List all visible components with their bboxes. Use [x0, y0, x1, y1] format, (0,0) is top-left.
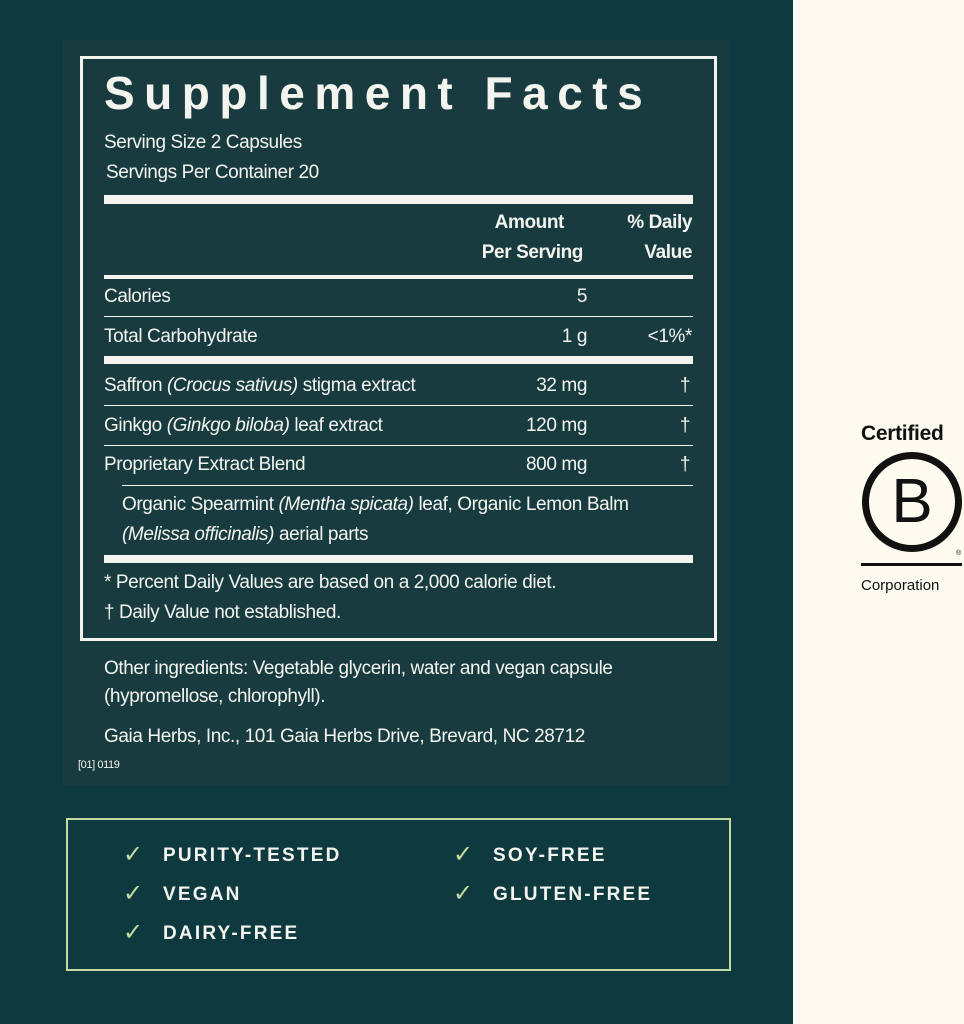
row-amount: 5 [576, 286, 588, 307]
claim: PURITY-TESTED [163, 845, 342, 866]
divider-thick [104, 356, 693, 364]
header-per-serving: Per Serving [481, 242, 584, 263]
other-ingredients: Other ingredients: Vegetable glycerin, w… [104, 658, 613, 679]
divider [104, 316, 693, 317]
divider-thick [104, 195, 693, 204]
text: leaf extract [289, 415, 383, 436]
check-icon: ✓ [123, 841, 144, 868]
check-icon: ✓ [123, 880, 144, 907]
row-amount: 32 mg [536, 375, 587, 396]
footnote: * Percent Daily Values are based on a 2,… [104, 572, 557, 593]
address: Gaia Herbs, Inc., 101 Gaia Herbs Drive, … [104, 726, 585, 747]
check-icon: ✓ [123, 919, 144, 946]
claim: DAIRY-FREE [163, 923, 300, 944]
row-dv: † [679, 375, 691, 396]
check-icon: ✓ [453, 880, 474, 907]
row-amount: 800 mg [526, 454, 587, 475]
serving-size: Serving Size 2 Capsules [104, 132, 302, 153]
latin-name: (Melissa officinalis) [122, 524, 275, 545]
check-icon: ✓ [453, 841, 474, 868]
servings-per-container: Servings Per Container 20 [106, 162, 319, 183]
divider [104, 405, 693, 406]
text: aerial parts [274, 524, 369, 545]
text: Ginkgo [104, 415, 167, 436]
footnote: † Daily Value not established. [104, 602, 341, 623]
blend-line-2: (Melissa officinalis) aerial parts [122, 524, 369, 546]
latin-name: (Crocus sativus) [167, 375, 298, 396]
bcorp-corporation: Corporation [861, 577, 940, 594]
row-dv: † [679, 454, 691, 475]
header-daily: % Daily [627, 212, 692, 233]
other-ingredients: (hypromellose, chlorophyll). [104, 686, 326, 707]
bcorp-certified: Certified [861, 422, 944, 445]
claim: SOY-FREE [493, 845, 607, 866]
divider [104, 275, 693, 279]
row-name: Saffron (Crocus sativus) stigma extract [104, 375, 416, 397]
text: Saffron [104, 375, 167, 396]
divider [104, 445, 693, 446]
bcorp-rule [861, 563, 962, 566]
claim: VEGAN [163, 884, 242, 905]
row-amount: 120 mg [526, 415, 587, 436]
text: leaf, Organic Lemon Balm [413, 494, 629, 515]
text: stigma extract [297, 375, 416, 396]
title: Supplement Facts [104, 67, 653, 119]
row-name: Total Carbohydrate [104, 326, 258, 347]
row-name: Calories [104, 286, 171, 307]
row-name: Proprietary Extract Blend [104, 454, 306, 475]
header-amount: Amount [494, 212, 565, 233]
row-dv: † [679, 415, 691, 436]
registered-mark: ® [956, 550, 962, 557]
latin-name: (Ginkgo biloba) [166, 415, 290, 436]
claim: GLUTEN-FREE [493, 884, 653, 905]
divider [122, 485, 693, 486]
row-dv: <1%* [647, 326, 693, 347]
text: Organic Spearmint [122, 494, 279, 515]
label-panel [63, 40, 730, 785]
blend-line-1: Organic Spearmint (Mentha spicata) leaf,… [122, 494, 629, 516]
claims-box [66, 818, 731, 971]
divider-thick [104, 555, 693, 563]
bcorp-logo: B [862, 452, 962, 552]
supplement-facts-box [80, 56, 717, 641]
row-amount: 1 g [561, 326, 588, 347]
header-value: Value [644, 242, 692, 263]
latin-name: (Mentha spicata) [278, 494, 414, 515]
row-name: Ginkgo (Ginkgo biloba) leaf extract [104, 415, 383, 437]
lot-code: [01] 0119 [78, 759, 120, 771]
